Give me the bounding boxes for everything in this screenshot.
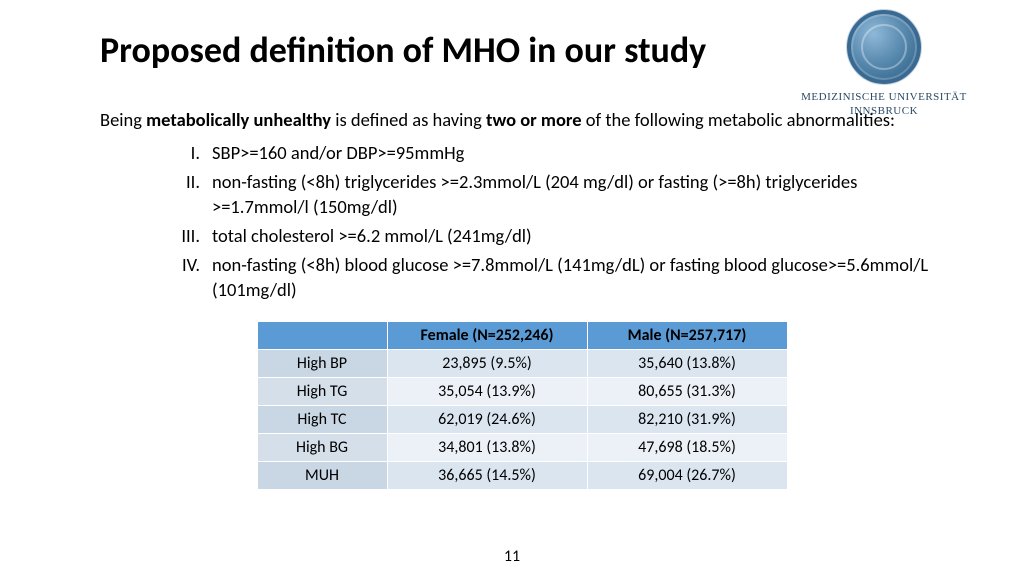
university-logo-block: MEDIZINISCHE UNIVERSITÄT INNSBRUCK (784, 10, 984, 119)
criteria-number: II. (160, 170, 200, 195)
table-row: High TG 35,054 (13.9%) 80,655 (31.3%) (257, 377, 787, 405)
criteria-text: SBP>=160 and/or DBP>=95mmHg (212, 141, 464, 164)
criteria-text: non-fasting (<8h) blood glucose >=7.8mmo… (212, 253, 928, 301)
cell-female: 62,019 (24.6%) (387, 405, 587, 433)
data-table: Female (N=252,246) Male (N=257,717) High… (257, 321, 788, 490)
cell-female: 34,801 (13.8%) (387, 433, 587, 461)
intro-pre: Being (100, 108, 146, 131)
university-name: MEDIZINISCHE UNIVERSITÄT INNSBRUCK (784, 90, 984, 119)
cell-male: 80,655 (31.3%) (587, 377, 787, 405)
criteria-number: I. (160, 141, 200, 166)
criteria-text: non-fasting (<8h) triglycerides >=2.3mmo… (212, 170, 857, 218)
university-seal-icon (847, 10, 921, 84)
row-label: High BP (257, 349, 387, 377)
table-row: High BP 23,895 (9.5%) 35,640 (13.8%) (257, 349, 787, 377)
row-label: High TG (257, 377, 387, 405)
col-male: Male (N=257,717) (587, 321, 787, 349)
slide: MEDIZINISCHE UNIVERSITÄT INNSBRUCK Propo… (0, 0, 1024, 576)
intro-bold2: two or more (486, 108, 582, 131)
criteria-list: I. SBP>=160 and/or DBP>=95mmHg II. non-f… (100, 141, 944, 303)
table-row: MUH 36,665 (14.5%) 69,004 (26.7%) (257, 461, 787, 489)
criteria-number: IV. (160, 253, 200, 278)
table-container: Female (N=252,246) Male (N=257,717) High… (100, 321, 944, 490)
cell-male: 35,640 (13.8%) (587, 349, 787, 377)
table-header-row: Female (N=252,246) Male (N=257,717) (257, 321, 787, 349)
cell-female: 35,054 (13.9%) (387, 377, 587, 405)
cell-male: 69,004 (26.7%) (587, 461, 787, 489)
table-row: High TC 62,019 (24.6%) 82,210 (31.9%) (257, 405, 787, 433)
col-female: Female (N=252,246) (387, 321, 587, 349)
page-number: 11 (0, 547, 1024, 566)
row-label: High BG (257, 433, 387, 461)
cell-female: 23,895 (9.5%) (387, 349, 587, 377)
intro-bold1: metabolically unhealthy (146, 108, 331, 131)
criteria-item: IV. non-fasting (<8h) blood glucose >=7.… (170, 253, 944, 303)
cell-male: 82,210 (31.9%) (587, 405, 787, 433)
university-name-line2: INNSBRUCK (850, 105, 918, 117)
intro-mid: is defined as having (331, 108, 486, 131)
criteria-item: III. total cholesterol >=6.2 mmol/L (241… (170, 224, 944, 249)
criteria-number: III. (160, 224, 200, 249)
criteria-item: I. SBP>=160 and/or DBP>=95mmHg (170, 141, 944, 166)
criteria-text: total cholesterol >=6.2 mmol/L (241mg/dl… (212, 224, 532, 247)
cell-male: 47,698 (18.5%) (587, 433, 787, 461)
row-label: High TC (257, 405, 387, 433)
cell-female: 36,665 (14.5%) (387, 461, 587, 489)
university-name-line1: MEDIZINISCHE UNIVERSITÄT (801, 91, 967, 103)
table-row: High BG 34,801 (13.8%) 47,698 (18.5%) (257, 433, 787, 461)
row-label: MUH (257, 461, 387, 489)
criteria-item: II. non-fasting (<8h) triglycerides >=2.… (170, 170, 944, 220)
col-blank (257, 321, 387, 349)
